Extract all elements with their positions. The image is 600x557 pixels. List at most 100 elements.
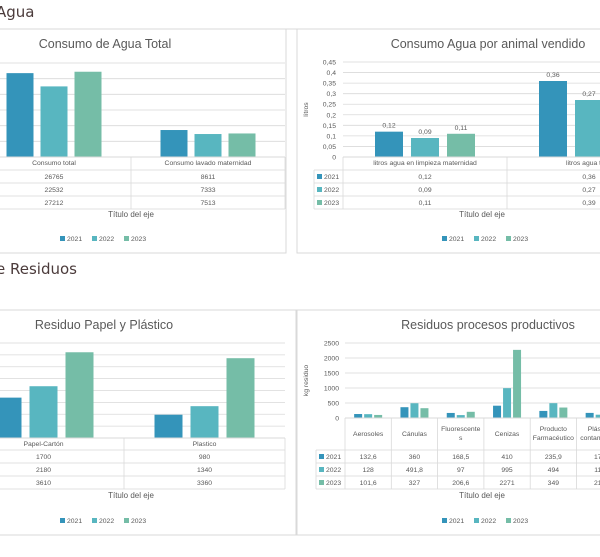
chart-0: Consumo de Agua Total Consumo total 26765 2… <box>0 28 287 254</box>
legend-swatch-2023[interactable] <box>506 518 511 523</box>
legend-swatch-2021[interactable] <box>442 518 447 523</box>
table-cell: 494 <box>548 467 560 474</box>
data-label: 0,36 <box>546 72 559 79</box>
table-cell: 0,39 <box>582 200 595 207</box>
bar-2023[interactable] <box>559 407 568 418</box>
table-category-header-cell: Plastico <box>193 441 217 448</box>
bar-2022[interactable] <box>595 414 600 418</box>
table-cell: 1700 <box>36 454 51 461</box>
table-cell: 980 <box>199 454 211 461</box>
bar-2022[interactable] <box>503 388 512 418</box>
legend-swatch-2023[interactable] <box>124 518 129 523</box>
table-category-header: Cánulas <box>401 430 427 438</box>
bar-2021[interactable] <box>539 410 548 418</box>
table-category-header-cell: Consumo lavado maternidad <box>165 160 252 167</box>
table-category-header-cell: litros agua total <box>566 160 600 167</box>
table-cell: 1340 <box>197 467 212 474</box>
legend-swatch-2021[interactable] <box>442 236 447 241</box>
bar-2022[interactable] <box>411 138 439 157</box>
chart-3: Residuos procesos productivos 0 500 1000 150… <box>296 309 600 536</box>
table-cell: 8611 <box>201 174 216 181</box>
legend-key-label: 2022 <box>326 467 341 474</box>
table-cell: 101,6 <box>360 480 377 487</box>
legend-label-2022[interactable]: 2022 <box>481 236 496 243</box>
legend-label-2021[interactable]: 2021 <box>67 236 82 243</box>
legend-swatch-2022[interactable] <box>474 518 479 523</box>
legend-label-2021[interactable]: 2021 <box>449 518 464 525</box>
bar-2021[interactable] <box>154 414 183 438</box>
bar-2023[interactable] <box>513 349 522 418</box>
y-tick-label: 0,15 <box>323 123 336 130</box>
bar-2021[interactable] <box>160 130 188 157</box>
data-label: 0,12 <box>382 123 395 130</box>
legend-swatch-2021[interactable] <box>60 518 65 523</box>
bar-2021[interactable] <box>400 407 409 418</box>
legend-key-swatch <box>319 454 324 459</box>
legend-swatch-2021[interactable] <box>60 236 65 241</box>
legend-key-label: 2021 <box>324 174 339 181</box>
table-cell: 995 <box>501 467 513 474</box>
table-cell: 0,12 <box>418 174 431 181</box>
bar-2022[interactable] <box>364 414 373 418</box>
bar-2023[interactable] <box>74 71 102 157</box>
data-label: 0,27 <box>582 91 595 98</box>
legend-swatch-2023[interactable] <box>124 236 129 241</box>
y-tick-label: 2000 <box>324 356 339 363</box>
bar-2023[interactable] <box>420 408 429 418</box>
bar-2022[interactable] <box>456 415 465 418</box>
bar-2023[interactable] <box>65 352 94 438</box>
bar-2023[interactable] <box>466 411 475 418</box>
bar-2021[interactable] <box>493 405 502 418</box>
chart-title: Residuo Papel y Plástico <box>35 318 173 332</box>
legend-key-label: 2022 <box>324 187 339 194</box>
y-tick-label: 0 <box>332 155 336 162</box>
legend-key-swatch <box>319 467 324 472</box>
bar-2021[interactable] <box>539 81 567 157</box>
bar-2021[interactable] <box>375 131 403 157</box>
bar-2021[interactable] <box>354 414 363 418</box>
legend-label-2022[interactable]: 2022 <box>99 236 114 243</box>
legend-key-swatch <box>319 480 324 485</box>
bar-2021[interactable] <box>0 397 22 438</box>
table-cell: 7513 <box>200 200 215 207</box>
bar-2022[interactable] <box>29 386 58 438</box>
bar-2022[interactable] <box>190 406 219 438</box>
bar-2023[interactable] <box>374 414 383 418</box>
data-label: 0,11 <box>455 125 468 132</box>
table-cell: 26765 <box>45 174 64 181</box>
legend-label-2023[interactable]: 2023 <box>513 236 528 243</box>
legend-swatch-2022[interactable] <box>92 236 97 241</box>
y-tick-label: 0,4 <box>327 70 337 77</box>
table-cell: 170 <box>594 454 600 461</box>
legend-swatch-2023[interactable] <box>506 236 511 241</box>
chart-title: Consumo Agua por animal vendido <box>391 37 586 51</box>
legend-label-2022[interactable]: 2022 <box>481 518 496 525</box>
bar-2021[interactable] <box>446 412 455 418</box>
bar-2021[interactable] <box>585 412 594 418</box>
x-axis-title: Título del eje <box>108 491 154 500</box>
legend-swatch-2022[interactable] <box>92 518 97 523</box>
bar-2022[interactable] <box>194 134 222 157</box>
legend-label-2022[interactable]: 2022 <box>99 518 114 525</box>
table-cell: 360 <box>409 454 421 461</box>
table-cell: 235,9 <box>545 454 562 461</box>
legend-label-2023[interactable]: 2023 <box>131 236 146 243</box>
bar-2021[interactable] <box>6 73 34 157</box>
bar-2023[interactable] <box>447 133 475 157</box>
bar-2023[interactable] <box>228 133 256 157</box>
legend-label-2021[interactable]: 2021 <box>67 518 82 525</box>
bar-2022[interactable] <box>40 86 68 157</box>
legend-label-2021[interactable]: 2021 <box>449 236 464 243</box>
y-tick-label: 0 <box>335 416 339 423</box>
bar-2022[interactable] <box>549 403 558 418</box>
table-cell: 210 <box>594 480 600 487</box>
x-axis-title: Título del eje <box>459 210 505 219</box>
legend-label-2023[interactable]: 2023 <box>513 518 528 525</box>
data-label: 0,09 <box>418 129 431 136</box>
table-category-header-cell: Cánulas <box>401 430 427 438</box>
bar-2023[interactable] <box>226 358 255 438</box>
bar-2022[interactable] <box>575 100 600 157</box>
legend-swatch-2022[interactable] <box>474 236 479 241</box>
bar-2022[interactable] <box>410 403 419 418</box>
legend-label-2023[interactable]: 2023 <box>131 518 146 525</box>
